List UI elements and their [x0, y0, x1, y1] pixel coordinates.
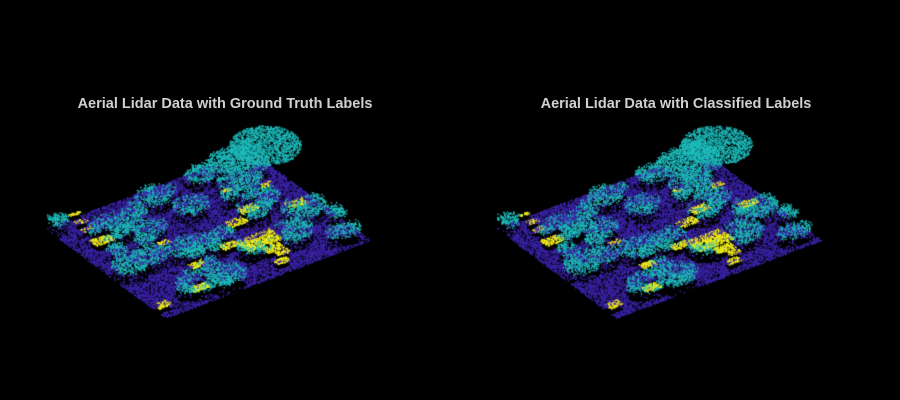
plot-classified[interactable]: Aerial Lidar Data with Classified Labels [451, 0, 900, 400]
plot-title: Aerial Lidar Data with Classified Labels [540, 96, 812, 112]
point-cloud-ground-truth[interactable] [0, 0, 450, 400]
plot-title: Aerial Lidar Data with Ground Truth Labe… [77, 96, 373, 112]
point-cloud-classified[interactable] [451, 0, 900, 400]
plot-ground-truth[interactable]: Aerial Lidar Data with Ground Truth Labe… [0, 0, 450, 400]
